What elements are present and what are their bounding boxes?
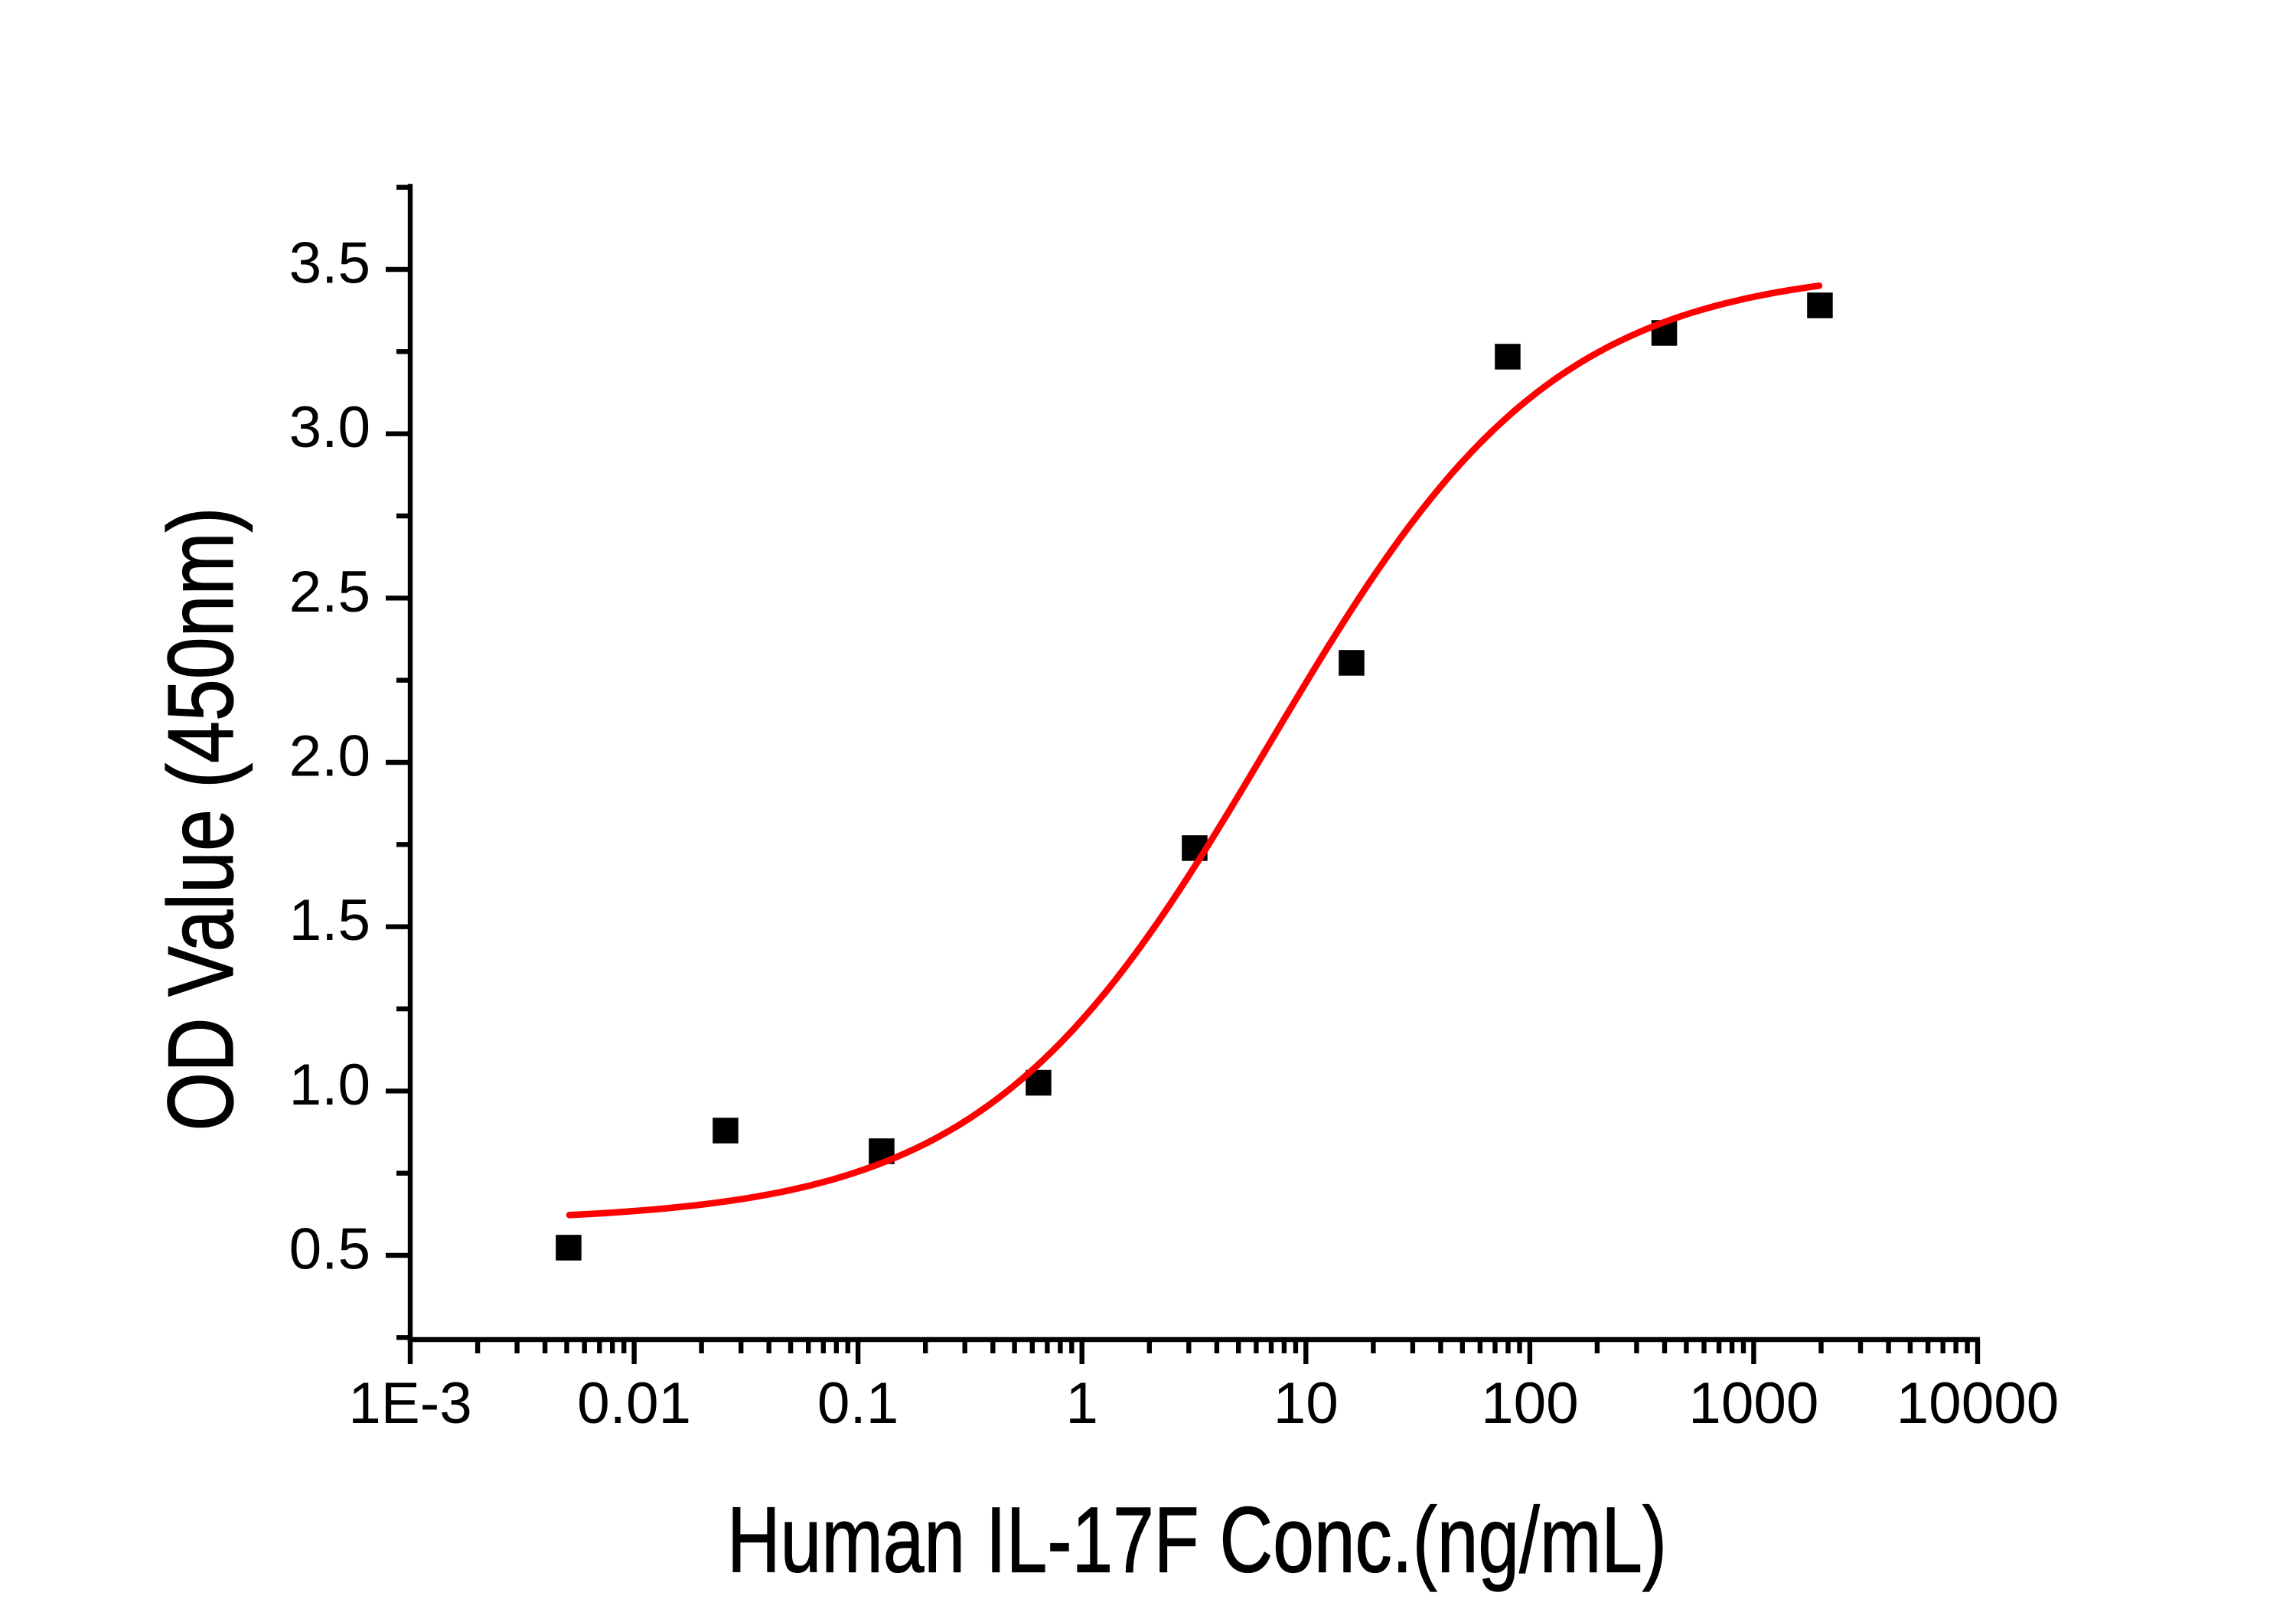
svg-text:1E-3: 1E-3 (348, 1371, 472, 1436)
svg-text:0.01: 0.01 (577, 1371, 691, 1436)
svg-text:1.0: 1.0 (289, 1053, 370, 1118)
svg-text:1000: 1000 (1688, 1371, 1818, 1436)
svg-text:2.5: 2.5 (289, 560, 370, 625)
svg-text:10000: 10000 (1896, 1371, 2060, 1436)
svg-text:3.5: 3.5 (289, 231, 370, 296)
svg-text:3.0: 3.0 (289, 395, 370, 460)
svg-text:Human IL-17F Conc.(ng/mL): Human IL-17F Conc.(ng/mL) (727, 1488, 1667, 1592)
svg-text:1.5: 1.5 (289, 888, 370, 953)
svg-text:0.1: 0.1 (817, 1371, 899, 1436)
svg-text:1: 1 (1065, 1371, 1098, 1436)
svg-text:100: 100 (1481, 1371, 1579, 1436)
svg-text:OD Value (450nm): OD Value (450nm) (148, 508, 253, 1131)
svg-text:2.0: 2.0 (289, 724, 370, 789)
svg-text:0.5: 0.5 (289, 1217, 370, 1282)
svg-text:10: 10 (1274, 1371, 1339, 1436)
